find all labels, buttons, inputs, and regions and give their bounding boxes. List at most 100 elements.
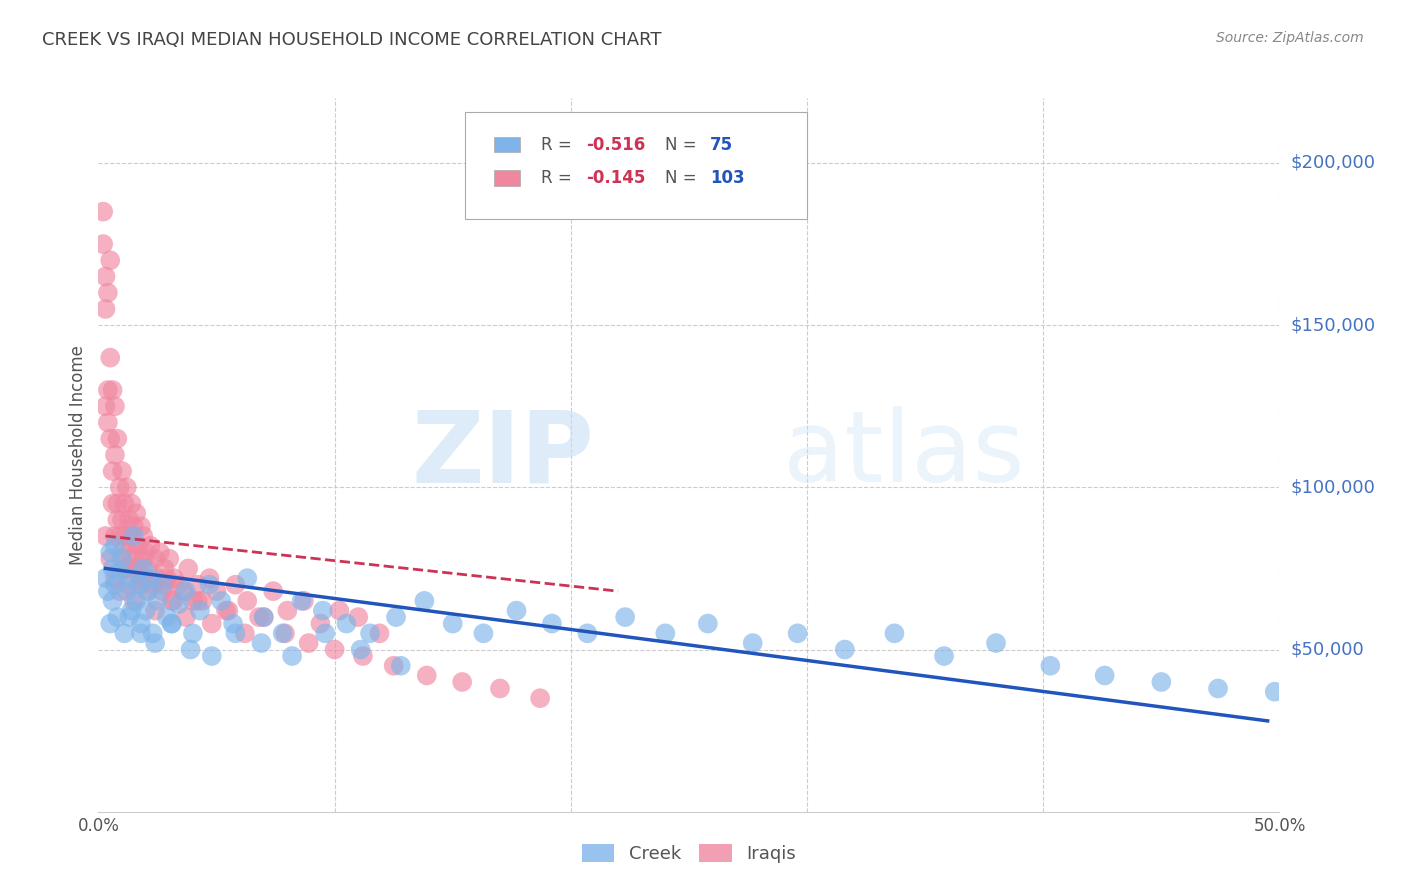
Point bbox=[201, 648, 224, 663]
Point bbox=[104, 529, 127, 543]
Point bbox=[541, 616, 564, 631]
Point bbox=[181, 594, 204, 608]
Point bbox=[111, 545, 134, 559]
Point bbox=[290, 594, 312, 608]
Point bbox=[298, 636, 321, 650]
Point bbox=[335, 616, 357, 631]
Point bbox=[125, 594, 148, 608]
Point bbox=[472, 626, 495, 640]
Point bbox=[529, 691, 551, 706]
Point bbox=[696, 616, 718, 631]
Point bbox=[247, 610, 270, 624]
Point bbox=[576, 626, 599, 640]
Text: 75: 75 bbox=[710, 136, 734, 153]
Point bbox=[180, 642, 202, 657]
Text: atlas: atlas bbox=[783, 407, 1025, 503]
Point bbox=[128, 539, 150, 553]
Point bbox=[98, 551, 121, 566]
Point bbox=[115, 561, 138, 575]
Point bbox=[201, 616, 224, 631]
Point bbox=[139, 571, 162, 585]
Point bbox=[416, 668, 439, 682]
Text: R =: R = bbox=[541, 136, 578, 153]
Point bbox=[108, 584, 131, 599]
Point bbox=[222, 616, 245, 631]
Point bbox=[94, 269, 117, 284]
Point bbox=[262, 584, 284, 599]
Point bbox=[118, 513, 141, 527]
Point bbox=[122, 594, 145, 608]
Point bbox=[122, 519, 145, 533]
FancyBboxPatch shape bbox=[494, 170, 520, 186]
Point bbox=[368, 626, 391, 640]
Point bbox=[112, 529, 135, 543]
Point bbox=[167, 597, 190, 611]
Point bbox=[786, 626, 808, 640]
Point bbox=[253, 610, 276, 624]
Point bbox=[441, 616, 464, 631]
Point bbox=[167, 577, 190, 591]
Point bbox=[1094, 668, 1116, 682]
Point bbox=[233, 626, 256, 640]
Point bbox=[112, 626, 135, 640]
Point bbox=[236, 571, 259, 585]
Point bbox=[160, 616, 183, 631]
Text: $50,000: $50,000 bbox=[1291, 640, 1364, 658]
Point bbox=[111, 551, 134, 566]
Point bbox=[129, 519, 152, 533]
Point bbox=[132, 561, 155, 575]
Point bbox=[349, 642, 371, 657]
Point bbox=[1264, 684, 1286, 698]
Point bbox=[97, 383, 120, 397]
Point bbox=[111, 513, 134, 527]
Legend: Creek, Iraqis: Creek, Iraqis bbox=[575, 837, 803, 871]
Point bbox=[274, 626, 297, 640]
Point bbox=[932, 648, 955, 663]
Point bbox=[312, 604, 335, 618]
Point bbox=[94, 529, 117, 543]
Text: $150,000: $150,000 bbox=[1291, 316, 1375, 334]
Point bbox=[108, 565, 131, 579]
Point bbox=[111, 464, 134, 478]
Point bbox=[413, 594, 436, 608]
Point bbox=[205, 584, 228, 599]
Point bbox=[172, 584, 194, 599]
Point bbox=[236, 594, 259, 608]
Point bbox=[143, 636, 166, 650]
Point bbox=[1150, 675, 1173, 690]
Point bbox=[104, 577, 127, 591]
Point bbox=[118, 545, 141, 559]
Point bbox=[654, 626, 676, 640]
Point bbox=[153, 561, 176, 575]
Point bbox=[129, 616, 152, 631]
Point bbox=[105, 610, 128, 624]
Point bbox=[174, 584, 197, 599]
Point bbox=[160, 616, 183, 631]
FancyBboxPatch shape bbox=[494, 136, 520, 153]
Point bbox=[359, 626, 381, 640]
Point bbox=[136, 584, 159, 599]
Point bbox=[224, 577, 246, 591]
Point bbox=[97, 285, 120, 300]
Point bbox=[112, 497, 135, 511]
Point bbox=[112, 561, 135, 575]
Text: -0.145: -0.145 bbox=[586, 169, 645, 187]
Point bbox=[150, 584, 173, 599]
Point bbox=[389, 658, 412, 673]
Point bbox=[91, 204, 114, 219]
Point bbox=[94, 399, 117, 413]
Point bbox=[146, 594, 169, 608]
Point bbox=[156, 571, 179, 585]
Point bbox=[94, 571, 117, 585]
Point bbox=[101, 561, 124, 575]
Point bbox=[883, 626, 905, 640]
Text: -0.516: -0.516 bbox=[586, 136, 645, 153]
Point bbox=[276, 604, 298, 618]
Point bbox=[323, 642, 346, 657]
Point bbox=[209, 594, 232, 608]
Point bbox=[224, 626, 246, 640]
Text: 103: 103 bbox=[710, 169, 745, 187]
Point bbox=[1039, 658, 1062, 673]
Point bbox=[125, 545, 148, 559]
Point bbox=[314, 626, 336, 640]
